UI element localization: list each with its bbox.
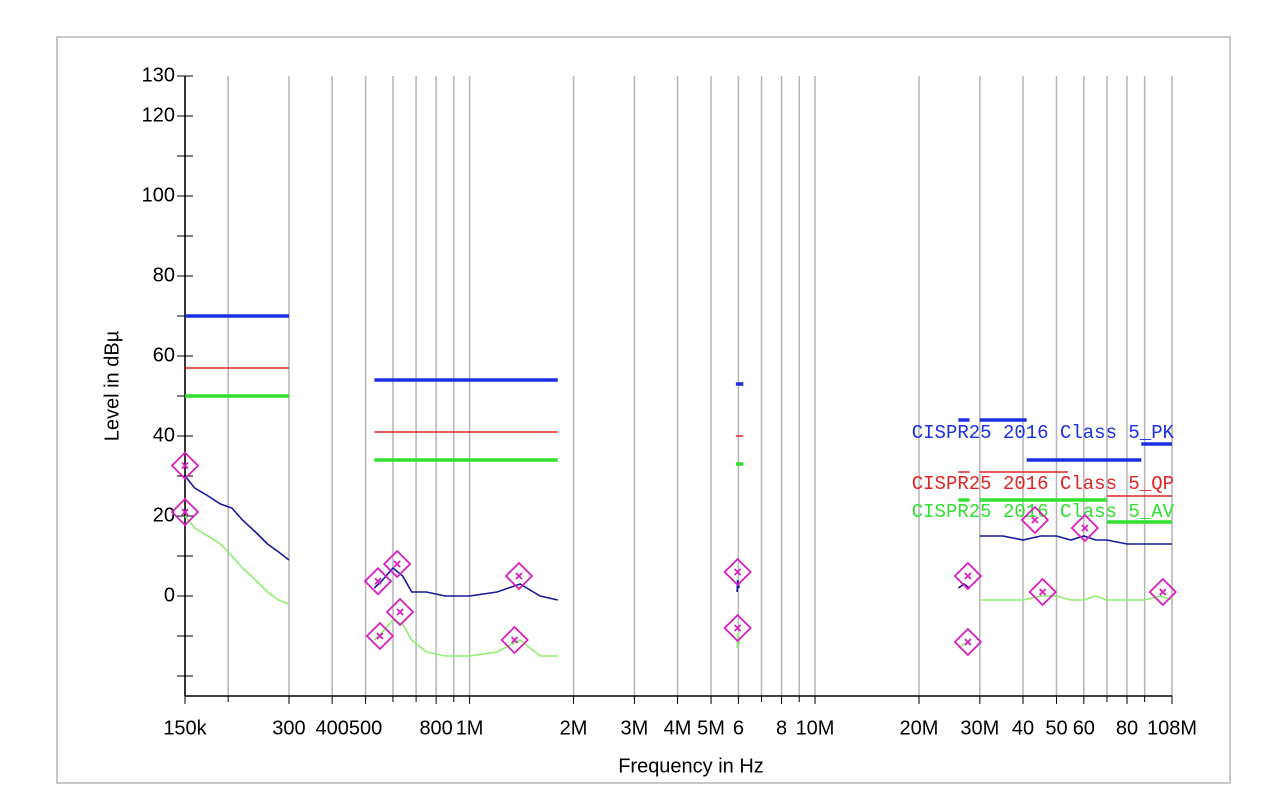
x-axis-label: Frequency in Hz [618,755,764,777]
marker-cross [734,624,742,632]
marker [382,549,412,579]
x-tick-label: 6 [733,717,744,739]
y-tick-label: 130 [142,64,175,86]
marker-cross [734,568,742,576]
marker-cross [181,461,189,470]
x-tick-label: 150k [163,717,207,739]
y-tick-label: 20 [153,504,175,526]
marker [1070,513,1100,543]
marker [504,561,534,591]
marker-cross [396,608,404,616]
marker-cross [964,572,972,580]
marker-cross [181,508,189,516]
marker-cross [515,572,523,580]
marker-cross [510,636,519,644]
x-tick-label: 50 [1045,717,1067,739]
marker-cross [1159,588,1167,596]
marker [1020,505,1050,535]
marker-cross [374,577,382,585]
x-tick-label: 800 [419,717,452,739]
x-tick-label: 10M [796,717,835,739]
marker-cross [1081,524,1089,532]
x-tick-label: 20M [900,717,939,739]
trace-line [184,475,290,561]
marker [385,597,415,627]
x-tick-label: 300 [272,717,305,739]
x-tick-label: 40 [1012,717,1034,739]
marker [363,566,393,596]
marker [170,451,200,480]
y-tick-label: 0 [164,584,175,606]
x-tick-label: 3M [621,717,649,739]
x-tick-label: 1M [456,717,484,739]
x-tick-label: 2M [560,717,588,739]
y-tick-label: 40 [153,424,175,446]
y-tick-label: 80 [153,264,175,286]
x-tick-label: 500 [349,717,382,739]
marker-cross [1031,516,1039,524]
marker [1148,577,1178,607]
marker [365,621,395,651]
marker [500,625,529,655]
legend-label: CISPR25 2016 Class 5_PK [912,422,1175,444]
trace-line [184,515,290,605]
legend-label: CISPR25 2016 Class 5_QP [912,473,1174,495]
x-tick-label: 80 [1116,717,1138,739]
y-tick-label: 120 [142,104,175,126]
marker [953,561,983,591]
marker-cross [964,638,972,646]
trace-line [373,619,558,657]
marker [953,627,983,657]
y-axis-label: Level in dBµ [101,330,123,441]
trace-line [736,631,740,649]
x-tick-label: 30M [960,717,999,739]
y-tick-label: 100 [142,184,175,206]
marker-cross [376,632,384,640]
marker [723,557,752,587]
marker [170,497,200,527]
marker [1028,577,1057,607]
marker-cross [1039,588,1047,596]
marker [723,613,752,643]
frame [56,36,1231,784]
marker-cross [393,560,401,568]
x-tick-label: 8 [776,717,787,739]
x-tick-label: 108M [1147,717,1197,739]
trace-line [979,595,1173,601]
x-tick-label: 5M [697,717,725,739]
x-tick-label: 400 [315,717,348,739]
x-tick-label: 4M [664,717,692,739]
x-tick-label: 60 [1073,717,1095,739]
legend-label: CISPR25 2016 Class 5_AV [912,501,1175,523]
trace-line [979,535,1172,545]
y-tick-label: 60 [153,344,175,366]
